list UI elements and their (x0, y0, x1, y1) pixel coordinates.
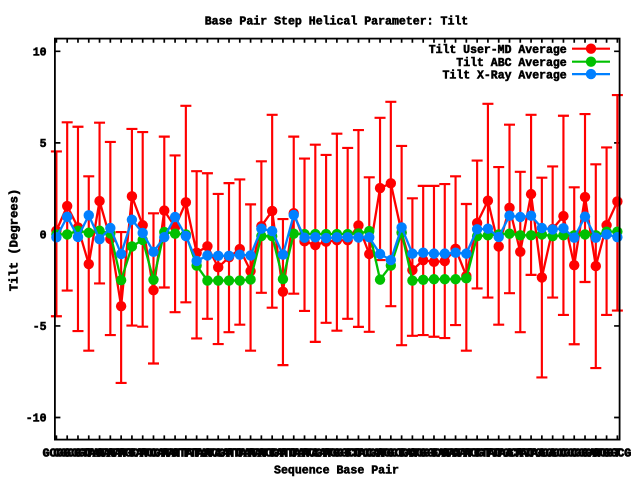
svg-text:CATG: CATG (312, 448, 340, 461)
svg-text:AATT: AATT (442, 448, 470, 461)
svg-text:TTAA: TTAA (517, 448, 545, 461)
svg-text:ACGT: ACGT (204, 448, 232, 461)
svg-text:GCGC: GCGC (388, 448, 416, 461)
svg-text:Base Pair Step Helical Paramet: Base Pair Step Helical Parameter: Tilt (205, 16, 469, 29)
svg-text:GCGC: GCGC (43, 448, 71, 461)
svg-text:ACGT: ACGT (302, 448, 330, 461)
svg-text:ACGT: ACGT (258, 448, 286, 461)
svg-text:CATG: CATG (215, 448, 243, 461)
svg-text:TATA: TATA (194, 448, 222, 461)
svg-text:TATA: TATA (237, 448, 265, 461)
svg-text:TGCA: TGCA (528, 448, 556, 461)
svg-text:GCGC: GCGC (64, 448, 92, 461)
svg-text:CCGG: CCGG (571, 448, 599, 461)
svg-text:AATT: AATT (453, 448, 481, 461)
svg-text:AGCT: AGCT (118, 448, 146, 461)
svg-text:TGCA: TGCA (496, 448, 524, 461)
svg-text:CATG: CATG (582, 448, 610, 461)
svg-text:TCGA: TCGA (355, 448, 383, 461)
svg-text:AATT: AATT (161, 448, 189, 461)
svg-text:-10: -10 (26, 413, 47, 426)
svg-text:5: 5 (40, 138, 47, 151)
svg-text:AATT: AATT (248, 448, 276, 461)
svg-text:GTAC: GTAC (506, 448, 534, 461)
svg-text:0: 0 (40, 230, 47, 243)
svg-text:CGCG: CGCG (420, 448, 448, 461)
svg-text:ATAT: ATAT (226, 448, 254, 461)
svg-text:TTAA: TTAA (485, 448, 513, 461)
svg-text:CATG: CATG (150, 448, 178, 461)
svg-text:ACGT: ACGT (463, 448, 491, 461)
svg-text:TTAA: TTAA (183, 448, 211, 461)
svg-text:AATT: AATT (97, 448, 125, 461)
svg-text:GATC: GATC (129, 448, 157, 461)
svg-text:GCGC: GCGC (550, 448, 578, 461)
svg-text:Sequence Base Pair: Sequence Base Pair (274, 465, 399, 478)
svg-text:CCGG: CCGG (560, 448, 588, 461)
svg-text:ATAT: ATAT (172, 448, 200, 461)
svg-text:CGCG: CGCG (604, 448, 632, 461)
svg-text:GTAC: GTAC (345, 448, 373, 461)
svg-text:AATT: AATT (107, 448, 135, 461)
svg-text:-5: -5 (33, 321, 47, 334)
svg-text:CGCG: CGCG (334, 448, 362, 461)
svg-text:CTAG: CTAG (75, 448, 103, 461)
svg-text:GATC: GATC (431, 448, 459, 461)
svg-text:ACGT: ACGT (593, 448, 621, 461)
svg-text:ACGT: ACGT (409, 448, 437, 461)
svg-text:CATG: CATG (366, 448, 394, 461)
svg-text:ATAT: ATAT (280, 448, 308, 461)
svg-text:Tilt User-MD Average: Tilt User-MD Average (429, 44, 567, 57)
svg-text:Tilt (Degrees): Tilt (Degrees) (9, 189, 22, 292)
svg-text:TATA: TATA (291, 448, 319, 461)
svg-text:10: 10 (33, 47, 47, 60)
svg-text:GGCC: GGCC (539, 448, 567, 461)
svg-text:CATG: CATG (269, 448, 297, 461)
svg-text:CATG: CATG (399, 448, 427, 461)
svg-text:ACGT: ACGT (323, 448, 351, 461)
svg-text:CGCG: CGCG (53, 448, 81, 461)
svg-text:TATA: TATA (86, 448, 114, 461)
svg-text:ACGT: ACGT (140, 448, 168, 461)
svg-text:Tilt ABC Average: Tilt ABC Average (456, 57, 566, 70)
svg-text:CTAG: CTAG (474, 448, 502, 461)
svg-text:AGCT: AGCT (377, 448, 405, 461)
svg-text:Tilt X-Ray Average: Tilt X-Ray Average (443, 69, 567, 82)
